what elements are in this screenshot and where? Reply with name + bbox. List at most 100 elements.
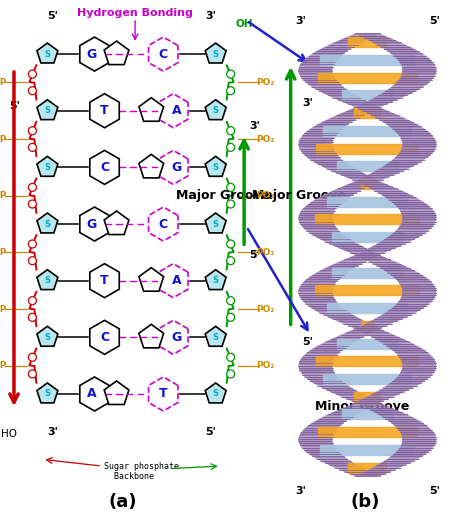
- Polygon shape: [320, 47, 355, 49]
- Polygon shape: [301, 357, 336, 359]
- Polygon shape: [302, 354, 337, 357]
- Polygon shape: [317, 49, 351, 51]
- Polygon shape: [313, 51, 347, 54]
- Circle shape: [28, 297, 36, 305]
- Polygon shape: [314, 124, 348, 127]
- Polygon shape: [352, 401, 381, 403]
- Polygon shape: [385, 310, 419, 313]
- Polygon shape: [345, 472, 375, 474]
- Polygon shape: [299, 67, 333, 69]
- Text: S: S: [45, 219, 50, 229]
- Polygon shape: [90, 264, 119, 298]
- Polygon shape: [363, 333, 393, 335]
- Polygon shape: [299, 288, 333, 290]
- Polygon shape: [299, 215, 333, 217]
- Polygon shape: [325, 266, 358, 268]
- Text: 3': 3': [295, 16, 306, 26]
- Polygon shape: [90, 150, 119, 184]
- Polygon shape: [309, 84, 343, 87]
- Text: S: S: [45, 106, 50, 115]
- Polygon shape: [378, 315, 411, 317]
- Text: A: A: [87, 387, 96, 401]
- Polygon shape: [331, 171, 364, 173]
- Polygon shape: [387, 51, 422, 54]
- Polygon shape: [388, 421, 423, 423]
- Text: O₂P: O₂P: [0, 78, 7, 87]
- Polygon shape: [395, 352, 430, 354]
- Polygon shape: [299, 295, 334, 297]
- Text: S: S: [213, 276, 219, 285]
- Polygon shape: [104, 41, 129, 64]
- Polygon shape: [325, 44, 358, 47]
- Polygon shape: [314, 162, 348, 164]
- Polygon shape: [307, 350, 342, 352]
- Polygon shape: [304, 228, 339, 231]
- Text: O₂P: O₂P: [0, 191, 7, 200]
- Polygon shape: [365, 186, 397, 188]
- Polygon shape: [392, 158, 428, 160]
- Polygon shape: [327, 168, 360, 171]
- Text: PO₂: PO₂: [256, 134, 275, 144]
- Polygon shape: [356, 403, 386, 405]
- Polygon shape: [396, 58, 431, 60]
- Text: C: C: [159, 47, 168, 61]
- Polygon shape: [333, 319, 365, 321]
- Polygon shape: [401, 286, 436, 288]
- Polygon shape: [398, 430, 434, 432]
- Polygon shape: [300, 149, 334, 151]
- Polygon shape: [373, 42, 405, 44]
- Polygon shape: [340, 38, 371, 40]
- Polygon shape: [375, 117, 408, 120]
- Polygon shape: [333, 98, 365, 100]
- Polygon shape: [388, 87, 423, 89]
- Text: (b): (b): [350, 493, 380, 511]
- Polygon shape: [402, 219, 436, 221]
- Polygon shape: [379, 388, 413, 390]
- Polygon shape: [402, 215, 436, 217]
- Polygon shape: [343, 405, 374, 408]
- Polygon shape: [336, 173, 368, 175]
- Text: A: A: [172, 104, 181, 117]
- Polygon shape: [382, 195, 416, 197]
- Text: O₂P: O₂P: [0, 304, 7, 314]
- Polygon shape: [37, 213, 58, 233]
- Polygon shape: [400, 62, 435, 64]
- Polygon shape: [299, 221, 334, 224]
- Polygon shape: [340, 260, 371, 262]
- Text: 5': 5': [249, 250, 260, 260]
- Polygon shape: [343, 323, 374, 326]
- Polygon shape: [363, 397, 393, 399]
- Polygon shape: [402, 217, 437, 219]
- Polygon shape: [387, 456, 422, 459]
- Polygon shape: [302, 374, 337, 376]
- Polygon shape: [350, 255, 380, 257]
- Polygon shape: [332, 268, 403, 278]
- Circle shape: [227, 370, 235, 378]
- Polygon shape: [333, 188, 365, 191]
- Polygon shape: [80, 377, 109, 411]
- Polygon shape: [310, 54, 344, 56]
- Polygon shape: [365, 321, 397, 323]
- Polygon shape: [398, 282, 433, 284]
- Polygon shape: [299, 286, 334, 288]
- Polygon shape: [386, 383, 421, 386]
- Polygon shape: [313, 272, 347, 275]
- Polygon shape: [318, 386, 352, 388]
- Polygon shape: [37, 100, 58, 119]
- Polygon shape: [304, 279, 339, 282]
- Polygon shape: [354, 107, 383, 109]
- Polygon shape: [337, 338, 398, 349]
- Circle shape: [28, 143, 36, 151]
- Polygon shape: [304, 450, 339, 452]
- Polygon shape: [299, 64, 334, 67]
- Polygon shape: [402, 144, 437, 146]
- Polygon shape: [298, 439, 332, 441]
- Polygon shape: [299, 368, 333, 370]
- Polygon shape: [382, 313, 416, 315]
- Polygon shape: [320, 461, 355, 463]
- Polygon shape: [316, 356, 419, 366]
- Polygon shape: [378, 193, 411, 195]
- Polygon shape: [306, 277, 341, 279]
- Polygon shape: [148, 377, 178, 411]
- Polygon shape: [391, 233, 425, 235]
